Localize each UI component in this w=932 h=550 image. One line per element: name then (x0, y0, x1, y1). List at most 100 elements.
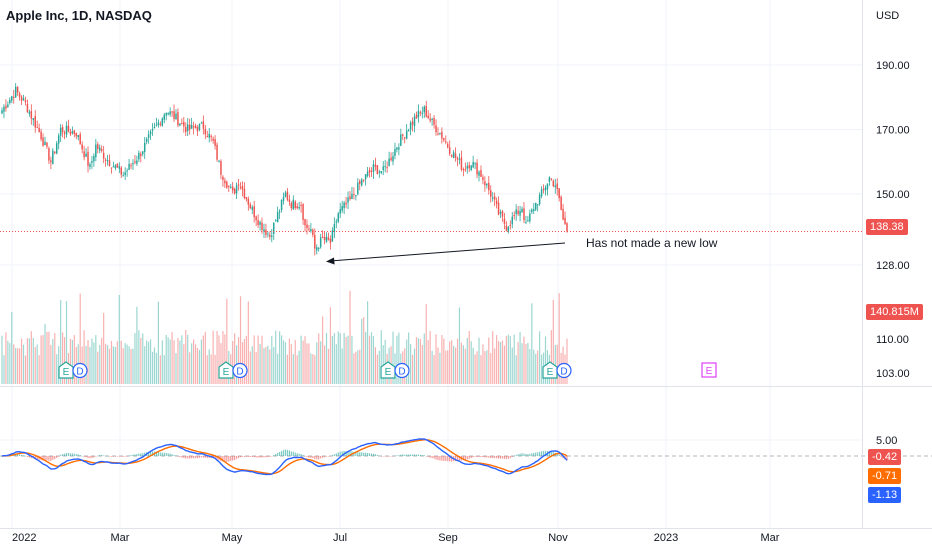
candle-body (445, 141, 447, 143)
candle-body (128, 163, 130, 170)
volume-bar (128, 346, 130, 384)
candle-body (296, 206, 298, 209)
candle-body (214, 139, 216, 146)
macd-histogram-bar (499, 456, 502, 459)
macd-histogram-bar (431, 456, 433, 458)
candle-body (368, 169, 371, 173)
candle-body (52, 150, 54, 164)
candle-body (97, 144, 99, 149)
volume-bar (398, 332, 400, 384)
volume-bar (58, 346, 60, 384)
candle-body (179, 123, 181, 126)
macd-histogram-bar (427, 456, 429, 457)
candle-body (560, 196, 562, 210)
candle-body (413, 116, 416, 127)
earnings-marker (380, 361, 396, 379)
macd-histogram-bar (259, 456, 261, 458)
volume-bar (316, 342, 318, 384)
volume-bar (488, 337, 490, 384)
volume-bar (148, 341, 150, 384)
volume-bar (38, 355, 40, 384)
volume-bar (24, 355, 27, 384)
dividend-marker-label: D (398, 367, 405, 378)
macd-histogram-bar (114, 456, 116, 457)
candle-body (536, 204, 539, 206)
volume-bar (415, 337, 418, 384)
macd-histogram-bar (503, 456, 506, 459)
macd-histogram-bar (179, 456, 181, 458)
macd-histogram-bar (314, 456, 316, 460)
macd-histogram-bar (353, 451, 355, 456)
candle-body (402, 134, 404, 136)
macd-histogram-bar (187, 456, 189, 459)
candle-body (104, 159, 107, 161)
candle-body (110, 167, 113, 169)
macd-histogram-bar (480, 456, 482, 457)
candle-body (548, 177, 551, 182)
dividend-marker-label: D (236, 367, 243, 378)
volume-bar (443, 338, 445, 384)
volume-bar (554, 344, 556, 384)
candle-body (243, 188, 246, 199)
macd-histogram-bar (83, 456, 85, 457)
candle-body (558, 188, 560, 198)
volume-bar (490, 353, 492, 384)
macd-histogram-bar (194, 456, 197, 459)
volume-bar (517, 342, 519, 384)
volume-bar (265, 347, 267, 384)
volume-bar (468, 330, 470, 384)
macd-histogram-bar (323, 456, 326, 458)
volume-bar (519, 332, 521, 384)
macd-histogram-bar (327, 456, 330, 457)
macd-histogram-bar (138, 453, 140, 456)
candle-body (503, 218, 506, 224)
volume-bar (320, 341, 322, 384)
volume-bar (146, 340, 148, 384)
macd-histogram-bar (257, 456, 259, 458)
macd-histogram-bar (484, 456, 486, 458)
macd-histogram-bar (511, 456, 513, 457)
macd-histogram-bar (566, 456, 568, 461)
volume-bar (114, 347, 116, 384)
candle-body (460, 157, 463, 170)
volume-bar (312, 354, 314, 384)
volume-bar (175, 353, 177, 384)
macd-histogram-bar (550, 451, 552, 456)
macd-histogram-bar (198, 456, 201, 458)
macd-histogram-bar (181, 456, 183, 458)
candle-body (263, 229, 265, 232)
volume-bar (32, 337, 34, 384)
volume-bar (464, 348, 466, 384)
macd-histogram-bar (192, 456, 195, 459)
volume-bar (480, 355, 482, 384)
volume-bar (294, 339, 296, 384)
candle-body (484, 181, 486, 186)
candle-body (411, 121, 414, 125)
candle-body (325, 236, 328, 242)
volume-bar (99, 345, 101, 384)
macd-histogram-bar (396, 455, 398, 456)
volume-bar (97, 351, 99, 384)
volume-bar (271, 335, 273, 384)
volume-bar (269, 349, 271, 384)
candle-body (126, 170, 128, 172)
candle-body (450, 155, 453, 157)
candle-body (228, 185, 230, 187)
candle-body (488, 182, 490, 191)
candle-body (556, 183, 558, 190)
candle-body (513, 215, 515, 217)
volume-bar (558, 293, 560, 384)
macd-histogram-bar (361, 452, 363, 456)
volume-bar (437, 347, 439, 384)
time-tick-label: 2022 (12, 532, 36, 544)
volume-bar (241, 342, 244, 384)
macd-histogram-bar (226, 456, 228, 462)
candle-body (59, 127, 62, 136)
volume-bar (484, 351, 486, 384)
candle-body (130, 165, 132, 167)
volume-bar (353, 353, 355, 384)
macd-histogram-bar (304, 456, 306, 457)
volume-bar (144, 346, 146, 384)
volume-bar (359, 349, 361, 384)
